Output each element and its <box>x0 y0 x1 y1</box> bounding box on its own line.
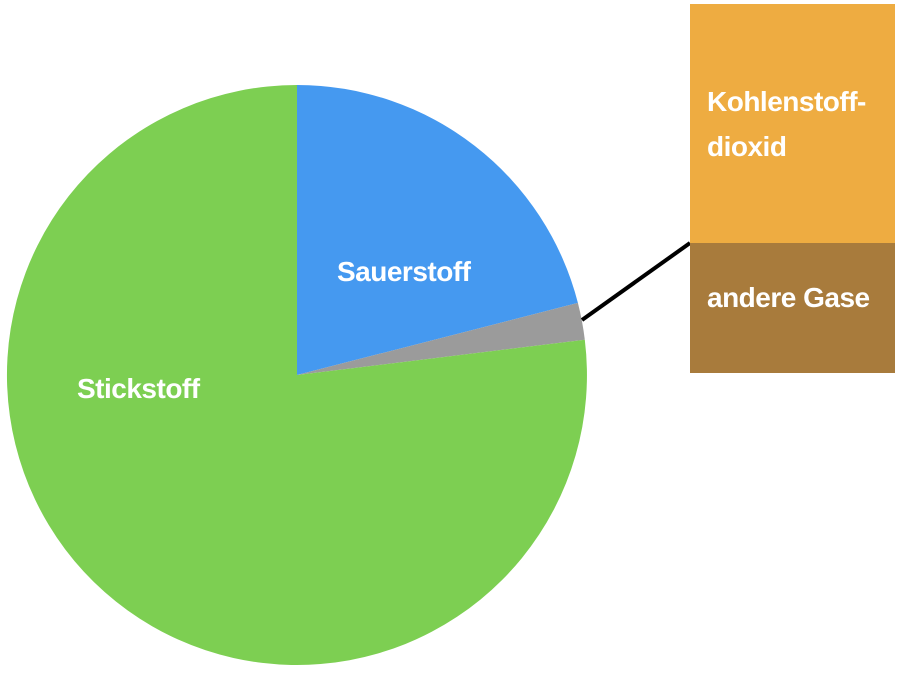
pie-slice-sauerstoff <box>297 85 578 375</box>
callout-box-kohlenstoffdioxid: Kohlenstoff- dioxid <box>690 4 895 243</box>
pie-slice-andere-gase <box>297 302 585 375</box>
slice-label-sauerstoff: Sauerstoff <box>337 256 471 287</box>
callout-label-kohlenstoffdioxid-line1: Kohlenstoff- <box>707 85 866 117</box>
callout-label-kohlenstoffdioxid-line2: dioxid <box>707 130 787 162</box>
pie-slices <box>6 84 587 666</box>
callout-connector-line <box>580 241 692 322</box>
slice-label-stickstoff: Stickstoff <box>77 373 200 404</box>
callout-box-andere-gase: andere Gase <box>690 243 895 373</box>
callout-label-andere-gase: andere Gase <box>707 281 870 313</box>
pie-slice-stickstoff <box>6 84 587 666</box>
